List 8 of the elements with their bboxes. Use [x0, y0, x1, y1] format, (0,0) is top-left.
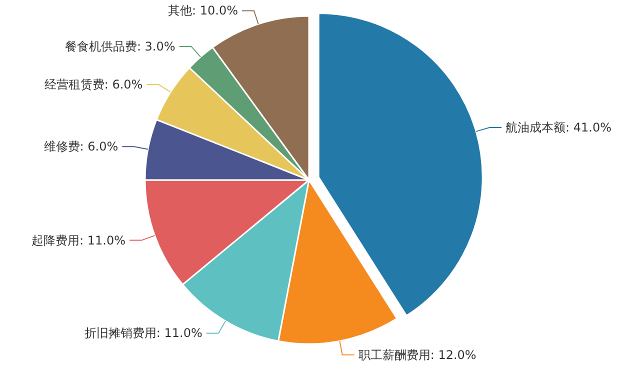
slice-label: 职工薪酬费用: 12.0% [358, 348, 476, 362]
slice-label: 餐食机供品费: 3.0% [64, 39, 176, 54]
slice-label: 其他: 10.0% [168, 4, 238, 18]
slice-label: 折旧摊销费用: 11.0% [84, 326, 202, 340]
slice-label: 维修费: 6.0% [44, 140, 118, 154]
slice-label: 航油成本额: 41.0% [506, 120, 612, 135]
slice-label: 起降费用: 11.0% [32, 233, 126, 248]
slice-label: 经营租赁费: 6.0% [44, 78, 143, 92]
